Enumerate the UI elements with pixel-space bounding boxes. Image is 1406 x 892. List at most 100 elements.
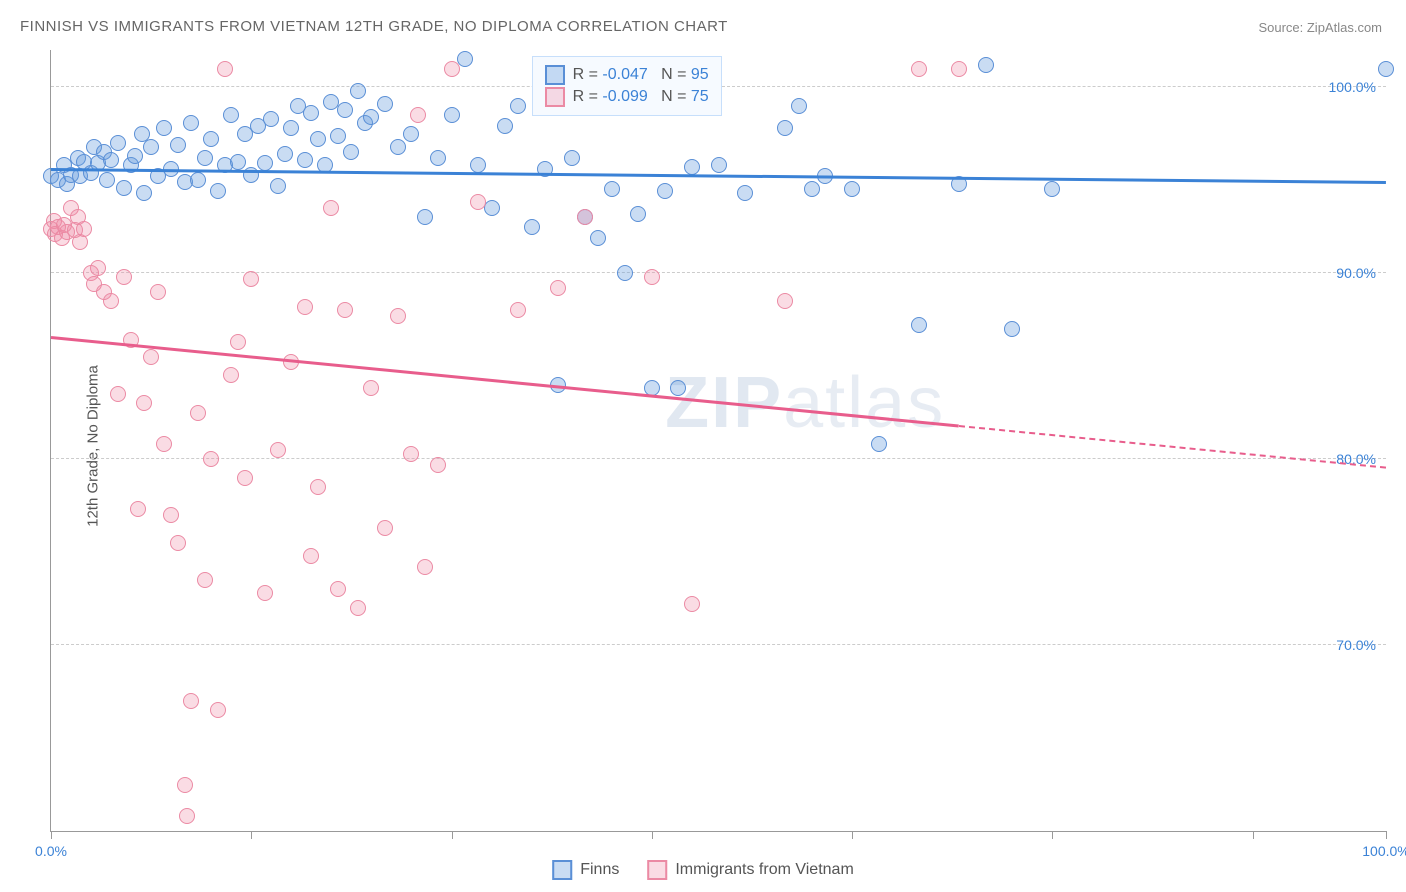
- scatter-marker: [390, 139, 406, 155]
- scatter-marker: [130, 501, 146, 517]
- source-attribution: Source: ZipAtlas.com: [1258, 20, 1382, 35]
- scatter-marker: [297, 299, 313, 315]
- scatter-marker: [777, 120, 793, 136]
- scatter-marker: [337, 102, 353, 118]
- scatter-marker: [844, 181, 860, 197]
- scatter-marker: [457, 51, 473, 67]
- scatter-marker: [417, 559, 433, 575]
- correlation-text: R = -0.047 N = 95: [573, 66, 709, 84]
- scatter-marker: [179, 808, 195, 824]
- scatter-marker: [230, 334, 246, 350]
- scatter-marker: [183, 115, 199, 131]
- scatter-marker: [270, 178, 286, 194]
- scatter-marker: [110, 386, 126, 402]
- scatter-marker: [283, 120, 299, 136]
- scatter-marker: [277, 146, 293, 162]
- scatter-marker: [470, 157, 486, 173]
- x-tick: [1253, 831, 1254, 839]
- scatter-marker: [323, 200, 339, 216]
- correlation-legend-row: R = -0.099 N = 75: [545, 87, 709, 107]
- scatter-marker: [243, 271, 259, 287]
- scatter-marker: [497, 118, 513, 134]
- scatter-marker: [670, 380, 686, 396]
- scatter-marker: [217, 61, 233, 77]
- scatter-marker: [310, 131, 326, 147]
- scatter-marker: [951, 61, 967, 77]
- scatter-marker: [430, 457, 446, 473]
- scatter-marker: [103, 152, 119, 168]
- x-tick: [452, 831, 453, 839]
- scatter-marker: [90, 260, 106, 276]
- y-tick-label: 70.0%: [1336, 637, 1376, 653]
- scatter-marker: [978, 57, 994, 73]
- x-tick-label: 100.0%: [1362, 843, 1406, 859]
- scatter-marker: [791, 98, 807, 114]
- scatter-marker: [577, 209, 593, 225]
- y-tick-label: 90.0%: [1336, 265, 1376, 281]
- scatter-marker: [777, 293, 793, 309]
- scatter-marker: [377, 520, 393, 536]
- scatter-marker: [444, 61, 460, 77]
- scatter-marker: [470, 194, 486, 210]
- scatter-marker: [136, 185, 152, 201]
- watermark: ZIPatlas: [665, 362, 945, 444]
- scatter-marker: [156, 120, 172, 136]
- scatter-marker: [76, 221, 92, 237]
- scatter-marker: [150, 284, 166, 300]
- scatter-marker: [170, 535, 186, 551]
- scatter-marker: [564, 150, 580, 166]
- x-tick: [1052, 831, 1053, 839]
- legend-swatch-vietnam: [647, 860, 667, 880]
- scatter-marker: [183, 693, 199, 709]
- x-tick-label: 0.0%: [35, 843, 67, 859]
- x-tick: [652, 831, 653, 839]
- scatter-marker: [604, 181, 620, 197]
- scatter-marker: [116, 269, 132, 285]
- x-tick: [1386, 831, 1387, 839]
- correlation-legend: R = -0.047 N = 95 R = -0.099 N = 75: [532, 56, 722, 116]
- scatter-marker: [377, 96, 393, 112]
- scatter-marker: [197, 572, 213, 588]
- gridline-h: [51, 458, 1386, 459]
- scatter-marker: [170, 137, 186, 153]
- scatter-marker: [163, 507, 179, 523]
- bottom-legend: Finns Immigrants from Vietnam: [552, 860, 854, 880]
- legend-label-vietnam: Immigrants from Vietnam: [675, 861, 853, 879]
- scatter-marker: [263, 111, 279, 127]
- scatter-marker: [197, 150, 213, 166]
- correlation-legend-row: R = -0.047 N = 95: [545, 65, 709, 85]
- y-tick-label: 100.0%: [1329, 79, 1376, 95]
- scatter-marker: [310, 479, 326, 495]
- gridline-h: [51, 644, 1386, 645]
- scatter-marker: [430, 150, 446, 166]
- trend-line-dashed: [959, 425, 1386, 469]
- scatter-marker: [737, 185, 753, 201]
- scatter-marker: [190, 172, 206, 188]
- scatter-marker: [630, 206, 646, 222]
- scatter-marker: [136, 395, 152, 411]
- chart-title: FINNISH VS IMMIGRANTS FROM VIETNAM 12TH …: [20, 18, 728, 35]
- legend-item-finns: Finns: [552, 860, 619, 880]
- scatter-marker: [156, 436, 172, 452]
- legend-label-finns: Finns: [580, 861, 619, 879]
- scatter-marker: [203, 451, 219, 467]
- scatter-chart: ZIPatlas 70.0%80.0%90.0%100.0%0.0%100.0%…: [50, 50, 1386, 832]
- correlation-text: R = -0.099 N = 75: [573, 88, 709, 106]
- legend-swatch: [545, 87, 565, 107]
- scatter-marker: [143, 349, 159, 365]
- legend-swatch: [545, 65, 565, 85]
- scatter-marker: [177, 777, 193, 793]
- scatter-marker: [116, 180, 132, 196]
- scatter-marker: [303, 548, 319, 564]
- scatter-marker: [410, 107, 426, 123]
- scatter-marker: [143, 139, 159, 155]
- scatter-marker: [237, 470, 253, 486]
- scatter-marker: [210, 702, 226, 718]
- scatter-marker: [524, 219, 540, 235]
- scatter-marker: [1044, 181, 1060, 197]
- scatter-marker: [99, 172, 115, 188]
- scatter-marker: [644, 269, 660, 285]
- scatter-marker: [110, 135, 126, 151]
- scatter-marker: [223, 107, 239, 123]
- scatter-marker: [330, 581, 346, 597]
